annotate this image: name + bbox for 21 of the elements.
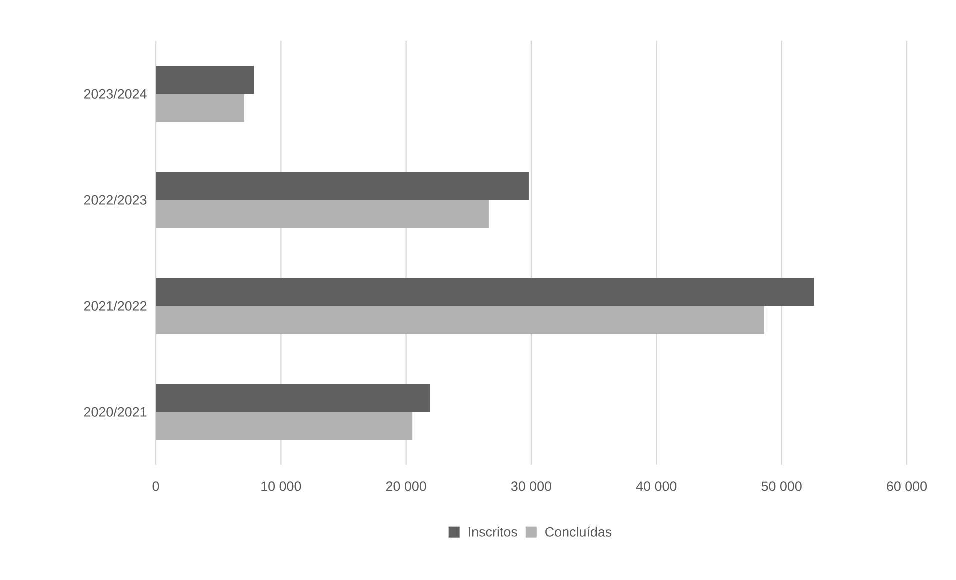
- x-tick-label: 10 000: [262, 482, 302, 492]
- bar: [156, 384, 430, 412]
- bar: [156, 172, 529, 200]
- x-tick-label: 0: [152, 482, 160, 492]
- bar: [156, 278, 814, 306]
- x-tick-label: 20 000: [386, 482, 426, 492]
- y-tick-label: 2021/2022: [84, 301, 147, 311]
- legend-label: Concluídas: [546, 526, 612, 537]
- x-tick-label: 50 000: [762, 482, 802, 492]
- bar: [156, 94, 244, 122]
- x-tick-label: 30 000: [511, 482, 552, 492]
- bar: [156, 200, 489, 228]
- bar: [156, 412, 413, 440]
- y-tick-label: 2023/2024: [84, 89, 147, 99]
- bar: [156, 306, 764, 334]
- bar: [156, 66, 254, 94]
- x-tick-label: 60 000: [887, 482, 928, 492]
- legend-label: Inscritos: [469, 526, 518, 537]
- y-tick-label: 2020/2021: [84, 407, 147, 417]
- x-tick-label: 40 000: [636, 482, 677, 492]
- y-tick-label: 2022/2023: [84, 195, 147, 205]
